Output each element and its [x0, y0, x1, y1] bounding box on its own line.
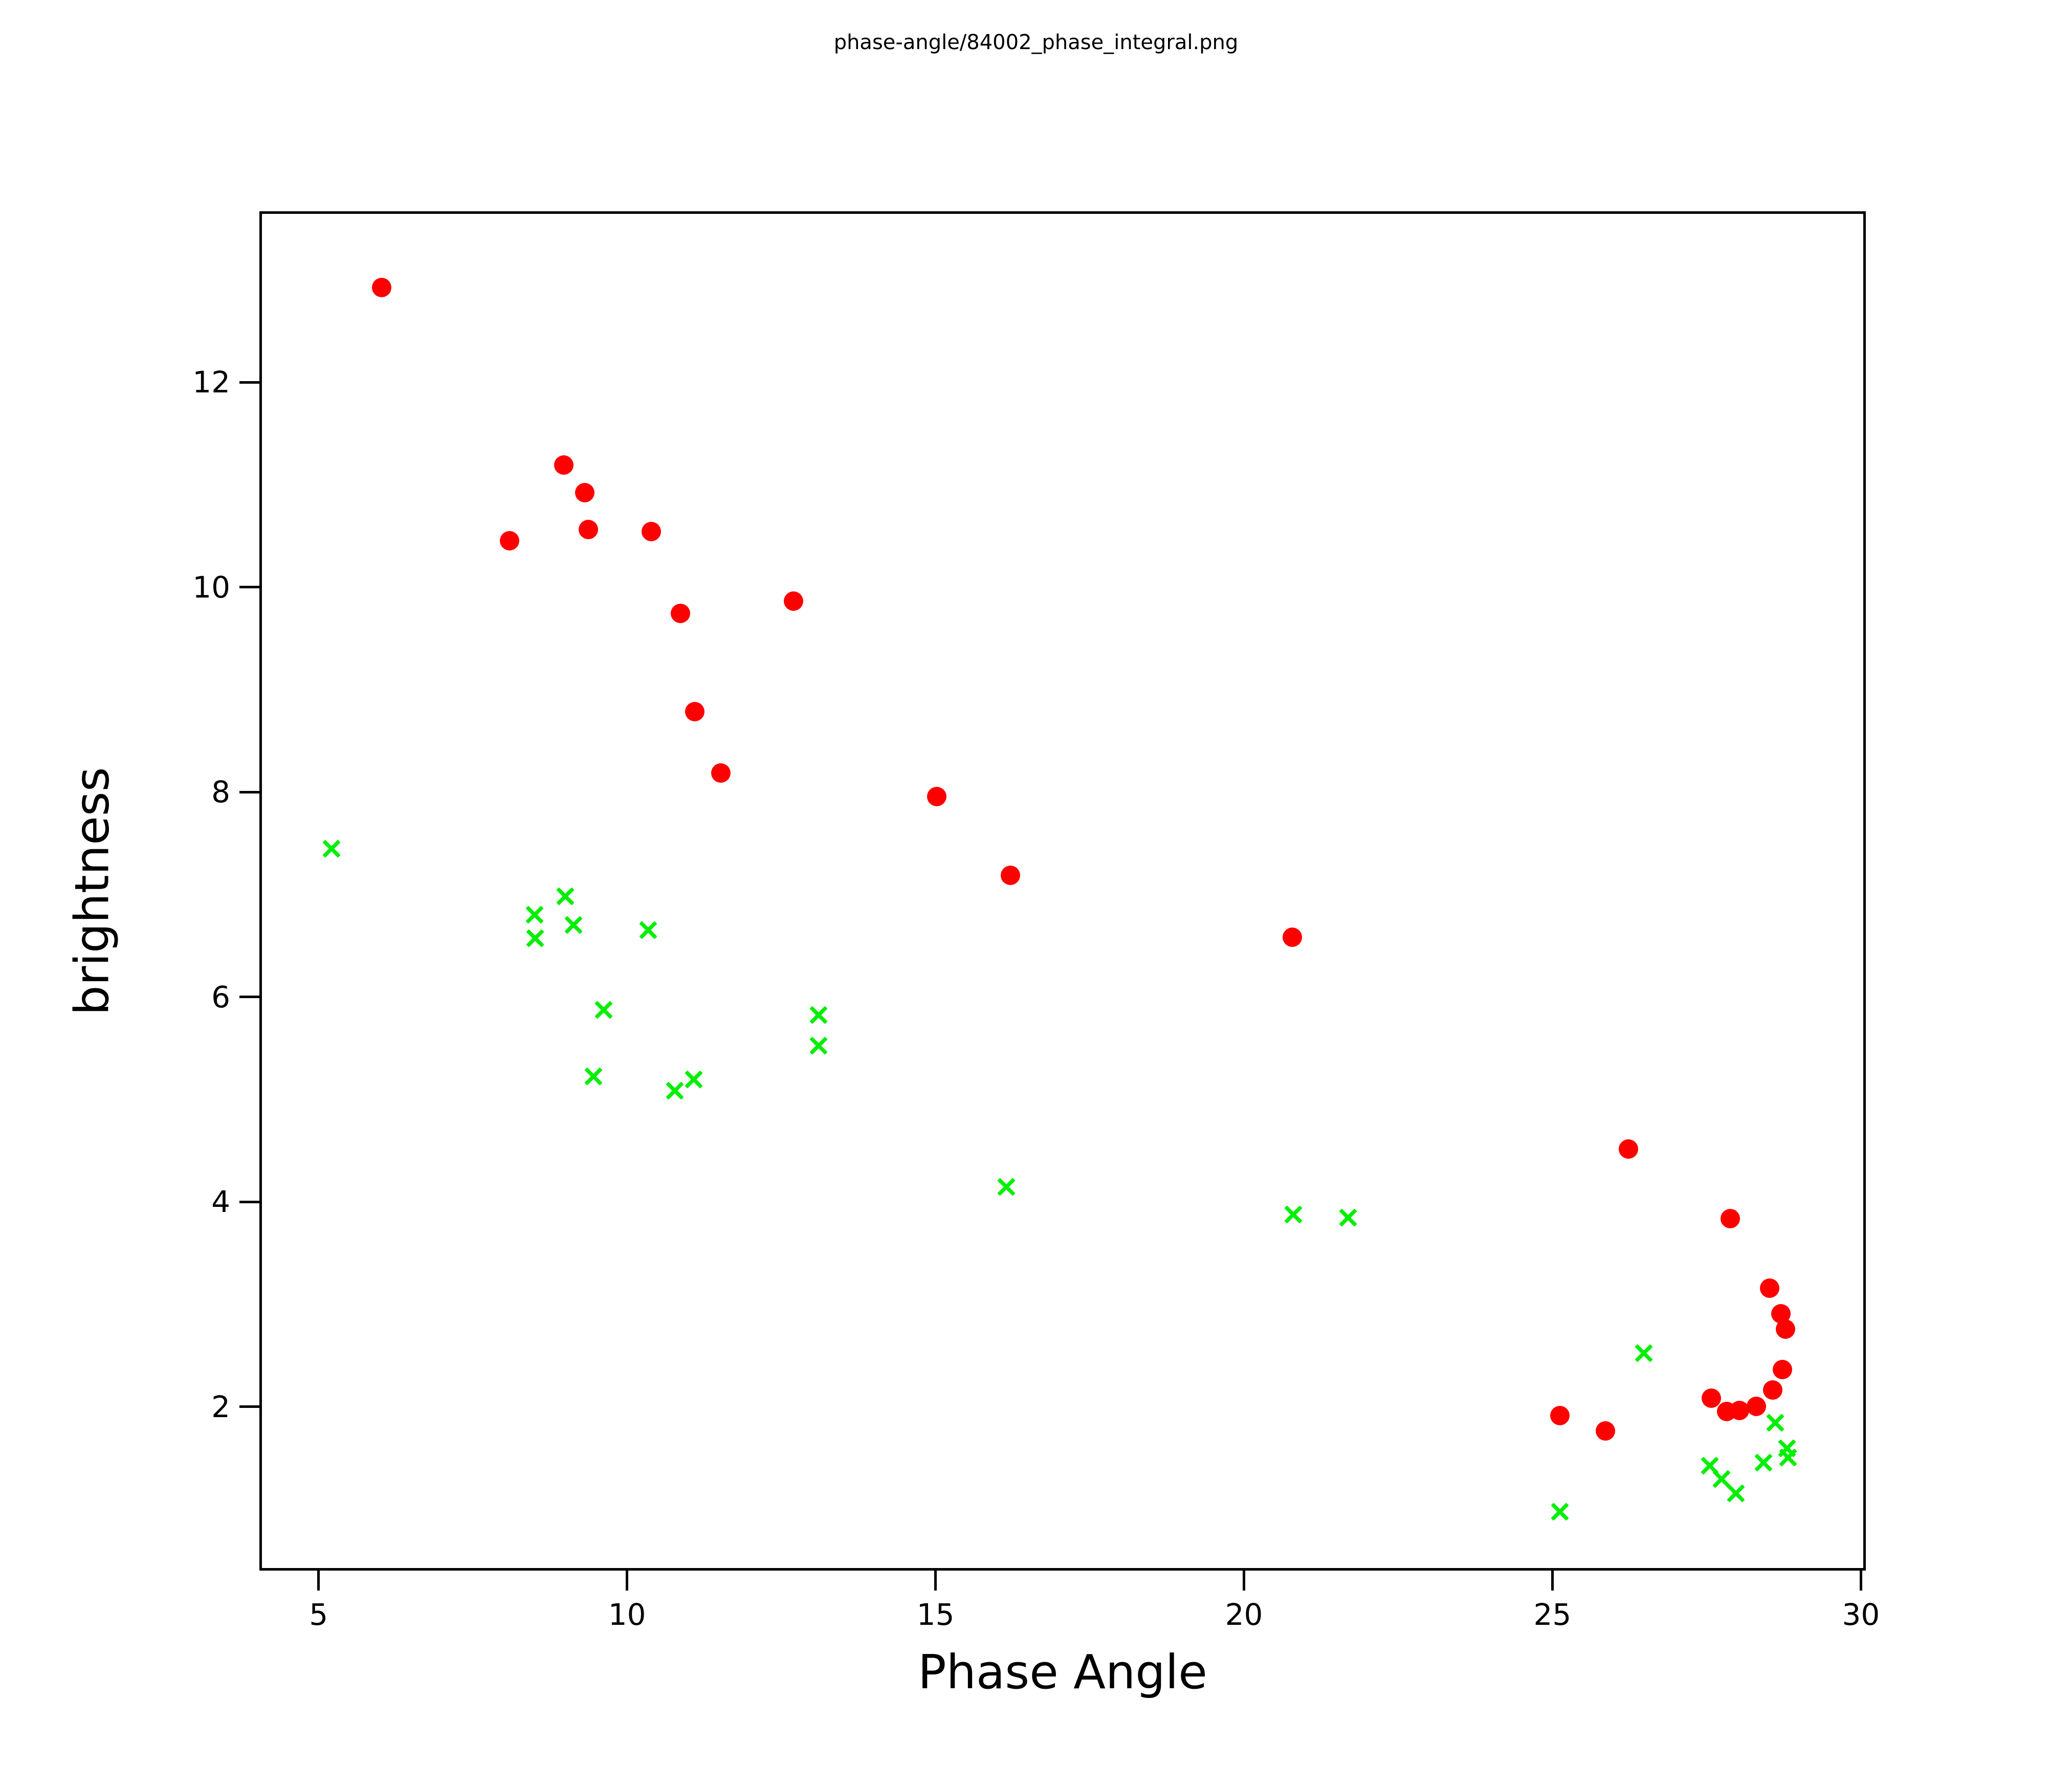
- data-point-x: [666, 1082, 684, 1099]
- data-point-circle: [685, 702, 705, 722]
- x-tick-mark: [1243, 1571, 1246, 1591]
- data-point-circle: [499, 531, 519, 550]
- data-point-x: [1551, 1503, 1569, 1520]
- y-tick-mark: [239, 381, 259, 384]
- x-tick-label: 20: [1225, 1597, 1263, 1632]
- data-point-x: [809, 1036, 827, 1054]
- data-point-circle: [1618, 1139, 1638, 1159]
- x-tick-label: 10: [608, 1597, 646, 1632]
- data-point-circle: [1596, 1421, 1616, 1441]
- data-point-circle: [1729, 1400, 1749, 1420]
- x-tick-mark: [1551, 1571, 1554, 1591]
- x-tick-mark: [317, 1571, 320, 1591]
- data-point-x: [1713, 1470, 1730, 1488]
- data-point-x: [1755, 1453, 1772, 1471]
- x-tick-mark: [1859, 1571, 1862, 1591]
- data-point-circle: [1760, 1278, 1780, 1298]
- data-point-x: [323, 840, 341, 858]
- data-point-circle: [670, 603, 690, 623]
- y-tick-mark: [239, 996, 259, 999]
- data-point-circle: [641, 521, 661, 541]
- y-tick-mark: [239, 586, 259, 589]
- x-tick-label: 5: [309, 1597, 328, 1632]
- page-title: phase-angle/84002_phase_integral.png: [833, 31, 1239, 54]
- plot-area: [259, 211, 1866, 1571]
- data-point-circle: [1763, 1380, 1783, 1400]
- data-point-x: [809, 1006, 827, 1024]
- data-point-x: [595, 1001, 613, 1019]
- data-point-circle: [711, 763, 731, 783]
- data-point-circle: [927, 787, 947, 807]
- x-tick-label: 25: [1533, 1597, 1572, 1632]
- y-tick-label: 8: [211, 775, 230, 810]
- data-point-circle: [1550, 1405, 1570, 1425]
- data-point-x: [998, 1178, 1016, 1196]
- y-tick-label: 6: [211, 979, 230, 1014]
- y-axis-label: brightness: [64, 767, 120, 1016]
- data-point-circle: [575, 482, 594, 502]
- x-tick-label: 30: [1842, 1597, 1880, 1632]
- data-point-x: [557, 887, 575, 905]
- data-point-circle: [1746, 1396, 1766, 1416]
- data-point-circle: [1701, 1388, 1721, 1408]
- y-tick-label: 10: [192, 569, 230, 605]
- data-point-x: [584, 1067, 602, 1085]
- data-layer: [262, 214, 1863, 1568]
- data-point-x: [1635, 1344, 1653, 1362]
- data-point-x: [526, 929, 544, 947]
- x-tick-label: 15: [916, 1597, 955, 1632]
- y-tick-mark: [239, 1200, 259, 1203]
- data-point-circle: [1776, 1319, 1796, 1339]
- data-point-x: [525, 906, 543, 923]
- data-point-x: [1285, 1206, 1303, 1224]
- data-point-x: [564, 916, 582, 934]
- data-point-x: [1339, 1209, 1357, 1227]
- data-point-x: [639, 921, 657, 939]
- data-point-circle: [371, 278, 391, 298]
- y-tick-label: 4: [211, 1184, 230, 1220]
- data-point-circle: [578, 519, 598, 539]
- data-point-x: [1779, 1448, 1797, 1466]
- data-point-circle: [1000, 866, 1020, 886]
- data-point-circle: [1720, 1209, 1740, 1229]
- y-tick-label: 2: [211, 1389, 230, 1424]
- data-point-circle: [1773, 1359, 1793, 1379]
- y-tick-label: 12: [192, 365, 230, 400]
- data-point-x: [1766, 1414, 1784, 1431]
- x-axis-label: Phase Angle: [918, 1645, 1207, 1700]
- y-tick-mark: [239, 1405, 259, 1408]
- data-point-circle: [784, 591, 804, 611]
- x-tick-mark: [934, 1571, 937, 1591]
- y-tick-mark: [239, 790, 259, 793]
- data-point-circle: [554, 455, 574, 475]
- data-point-circle: [1282, 927, 1302, 947]
- x-tick-mark: [626, 1571, 629, 1591]
- data-point-x: [1727, 1484, 1745, 1502]
- data-point-x: [685, 1070, 703, 1088]
